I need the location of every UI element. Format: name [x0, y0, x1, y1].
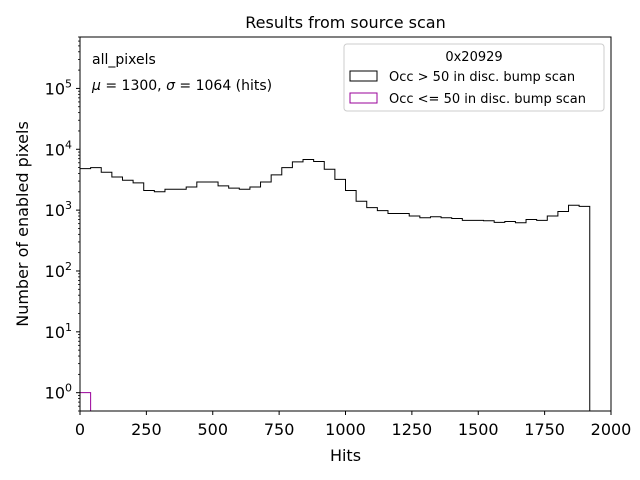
- histogram-bin: [271, 175, 282, 411]
- annotation-stats: μ = 1300, σ = 1064 (hits): [91, 78, 272, 94]
- x-tick-label: 1000: [325, 420, 366, 439]
- histogram-bin: [377, 211, 388, 411]
- histogram-bin: [122, 180, 133, 411]
- x-tick-label: 250: [131, 420, 162, 439]
- sigma-symbol: σ: [166, 78, 176, 94]
- legend-swatch-occ-below-50: [349, 92, 378, 104]
- histogram-bin: [356, 201, 367, 411]
- histogram-bin: [558, 211, 569, 411]
- histogram-bin: [101, 172, 112, 411]
- histogram-bin: [473, 220, 484, 411]
- x-tick-label: 0: [75, 420, 85, 439]
- histogram-bin: [91, 168, 102, 411]
- x-tick-label: 1250: [392, 420, 433, 439]
- histogram-bin: [409, 216, 420, 411]
- y-tick-label: 100: [45, 382, 72, 403]
- histogram-bin: [515, 223, 526, 411]
- legend-swatch-occ-above-50: [349, 70, 378, 82]
- histogram-bin: [282, 168, 293, 411]
- histogram-bin: [133, 183, 144, 411]
- histogram-bin: [314, 161, 325, 411]
- histogram-bin: [452, 218, 463, 411]
- histogram-bin: [112, 177, 123, 411]
- histogram-bin: [229, 188, 240, 411]
- y-axis-label: Number of enabled pixels: [13, 121, 32, 327]
- histogram-bin: [494, 222, 505, 411]
- legend: 0x20929 Occ > 50 in disc. bump scan Occ …: [343, 43, 605, 112]
- y-tick-label: 104: [45, 138, 72, 159]
- histogram-bin: [186, 187, 197, 411]
- histogram-bin: [537, 220, 548, 411]
- x-tick-label: 1500: [458, 420, 499, 439]
- mu-symbol: μ: [91, 78, 101, 94]
- histogram-bin: [239, 189, 250, 411]
- histogram-bin: [367, 208, 378, 411]
- histogram-bin: [80, 393, 91, 411]
- histogram-bin: [335, 179, 346, 411]
- x-ticks: 0 250 500 750 1000 1250 1500 1750 2000: [75, 411, 631, 439]
- mu-value: = 1300,: [101, 78, 166, 94]
- axes-frame: [79, 36, 612, 412]
- histogram-bin: [505, 222, 516, 411]
- x-tick-label: 750: [264, 420, 295, 439]
- legend-label-occ-below-50: Occ <= 50 in disc. bump scan: [389, 92, 586, 107]
- chart-title: Results from source scan: [245, 13, 445, 32]
- histogram-outline-0: [79, 158, 611, 412]
- histogram-bin: [176, 189, 187, 411]
- histogram-bin: [420, 218, 431, 411]
- legend-label-occ-above-50: Occ > 50 in disc. bump scan: [389, 70, 575, 85]
- histogram-bin: [144, 191, 155, 411]
- legend-title: 0x20929: [445, 50, 502, 65]
- histogram-bin: [324, 169, 335, 411]
- y-ticks: 100 101 102 103 104 105: [45, 36, 80, 412]
- histogram-bin: [303, 159, 314, 411]
- histogram-bin: [165, 189, 176, 411]
- histogram-bin: [526, 220, 537, 411]
- y-tick-label: 101: [45, 321, 72, 342]
- series-0: [79, 158, 611, 412]
- histogram-bin: [484, 221, 495, 411]
- histogram-bin: [462, 220, 473, 411]
- histogram-bin: [569, 205, 580, 411]
- histogram-bin: [399, 214, 410, 411]
- histogram-bin: [579, 206, 590, 411]
- x-tick-label: 500: [197, 420, 228, 439]
- annotation-all-pixels: all_pixels: [92, 52, 156, 68]
- histogram-bin: [154, 192, 165, 411]
- x-tick-label: 1750: [524, 420, 565, 439]
- histogram-bin: [261, 182, 272, 411]
- y-tick-label: 105: [45, 77, 72, 98]
- histogram-bin: [441, 218, 452, 411]
- x-tick-label: 2000: [591, 420, 632, 439]
- x-axis-label: Hits: [330, 446, 361, 465]
- histogram-bin: [292, 162, 303, 411]
- y-tick-label: 103: [45, 199, 72, 220]
- legend-box: [343, 43, 605, 112]
- histogram-bin: [547, 216, 558, 411]
- series-1: [79, 392, 92, 411]
- histogram-bin: [80, 169, 91, 411]
- histogram-bin: [346, 191, 357, 411]
- histogram-bin: [207, 182, 218, 411]
- histogram-bin: [218, 186, 229, 411]
- histogram-bin: [430, 217, 441, 411]
- y-tick-label: 102: [45, 260, 72, 281]
- sigma-value: = 1064 (hits): [175, 78, 272, 94]
- histogram-bin: [388, 214, 399, 411]
- histogram-bin: [250, 187, 261, 411]
- histogram-bin: [197, 182, 208, 411]
